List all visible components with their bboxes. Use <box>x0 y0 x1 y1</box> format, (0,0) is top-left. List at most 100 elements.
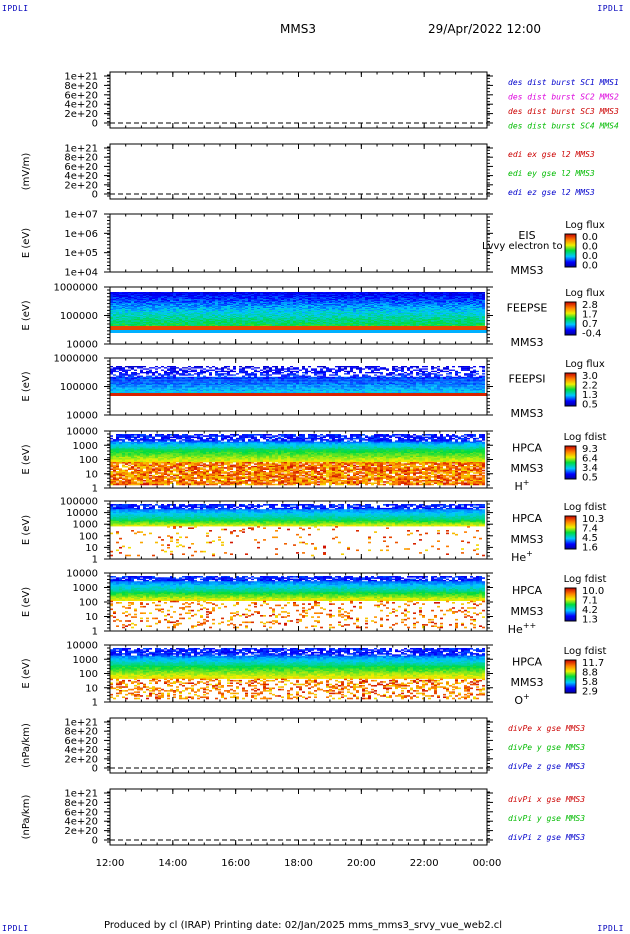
spectrogram-cell <box>263 367 266 368</box>
spectrogram-cell <box>248 366 251 367</box>
spectrogram-cell <box>446 368 449 369</box>
spectrogram-cell <box>305 370 308 371</box>
spectrogram-cell <box>377 370 380 371</box>
spectrogram-cell <box>191 370 194 371</box>
spectrogram-cell <box>395 366 398 367</box>
spectrogram-cell <box>317 366 320 367</box>
colorbar-value: -0.4 <box>582 329 602 340</box>
spectrogram-cell <box>221 370 224 371</box>
spectrogram-cell <box>122 370 125 371</box>
spectrogram-cell <box>356 367 359 368</box>
spectrogram-cell <box>335 370 338 371</box>
spectrogram-cell <box>302 367 305 368</box>
spectrogram-cell <box>338 366 341 367</box>
y-tick-label: 6e+20 <box>64 90 98 101</box>
spacecraft-label: MMS3 <box>511 264 544 277</box>
y-tick-label: 1e+07 <box>64 210 98 221</box>
spectrogram-cell <box>392 370 395 371</box>
spectrogram-cell <box>251 368 254 369</box>
spectrogram-cell <box>173 366 176 367</box>
spectrogram-cell <box>467 366 470 367</box>
spectrogram-cell <box>287 368 290 369</box>
spectrogram-cell <box>215 367 218 368</box>
spectrogram-cell <box>266 372 269 373</box>
spectrogram-cell <box>419 370 422 371</box>
spectrogram-cell <box>164 367 167 368</box>
spectrogram-cell <box>341 366 344 367</box>
spectrogram-cell <box>368 366 371 367</box>
spectrogram-cell <box>452 370 455 371</box>
spectrogram-cell <box>431 371 434 372</box>
spectrogram-cell <box>275 371 278 372</box>
spectrogram-cell <box>281 368 284 369</box>
spectrogram-cell <box>383 367 386 368</box>
legend-entry: des dist burst SC4 MMS4 <box>508 122 619 131</box>
spectrogram-cell <box>425 371 428 372</box>
spectrogram-cell <box>113 371 116 372</box>
spectrogram-cell <box>188 371 191 372</box>
spectrogram-cell <box>314 368 317 369</box>
spectrogram-cell <box>416 367 419 368</box>
spectrogram-cell <box>203 368 206 369</box>
spectrogram-cell <box>113 367 116 368</box>
spectrogram-cell <box>392 368 395 369</box>
spectrogram-cell <box>227 371 230 372</box>
colorbar-value: 0.0 <box>582 261 598 272</box>
spectrogram-cell <box>263 372 266 373</box>
spectrogram-cell <box>143 368 146 369</box>
spectrogram-cell <box>230 370 233 371</box>
spectrogram-cell <box>326 370 329 371</box>
spectrogram-cell <box>413 370 416 371</box>
colorbar-title: Log flux <box>565 220 605 231</box>
legend-entry: edi ex gse l2 MMS3 <box>508 150 595 159</box>
spectrogram-cell <box>425 368 428 369</box>
spectrogram-cell <box>146 372 149 373</box>
legend-entry: edi ez gse l2 MMS3 <box>508 188 595 197</box>
spectrogram-cell <box>350 371 353 372</box>
spectrogram-cell <box>419 371 422 372</box>
spectrogram-cell <box>275 368 278 369</box>
spectrogram-cell <box>152 367 155 368</box>
y-tick-label: 2e+20 <box>64 109 98 120</box>
spectrogram-cell <box>326 371 329 372</box>
spectrogram-cell <box>395 371 398 372</box>
spectrogram-cell <box>377 366 380 367</box>
spectrogram-cell <box>353 366 356 367</box>
spectrogram-cell <box>200 371 203 372</box>
spectrogram-cell <box>245 371 248 372</box>
spectrogram-cell <box>461 370 464 371</box>
spectrogram-cell <box>182 371 185 372</box>
spectrogram-cell <box>116 371 119 372</box>
y-axis-label: E (eV) <box>21 300 32 330</box>
spectrogram-cell <box>206 371 209 372</box>
spectrogram-cell <box>293 371 296 372</box>
spectrogram-cell <box>449 370 452 371</box>
spectrogram-cell <box>410 371 413 372</box>
spectrogram-cell <box>401 370 404 371</box>
spectrogram-cell <box>182 370 185 371</box>
spectrogram-cell <box>233 371 236 372</box>
spectrogram-cell <box>215 372 218 373</box>
spectrogram-cell <box>224 367 227 368</box>
spectrogram-cell <box>344 371 347 372</box>
spectrogram-cell <box>128 366 131 367</box>
spectrogram-cell <box>278 371 281 372</box>
spectrogram-cell <box>455 371 458 372</box>
legend-entry: des dist burst SC2 MMS2 <box>508 93 619 102</box>
spectrogram-cell <box>134 372 137 373</box>
spectrogram-cell <box>179 368 182 369</box>
spectrogram-cell <box>314 370 317 371</box>
spectrogram-cell <box>140 371 143 372</box>
spectrogram-cell <box>272 370 275 371</box>
spectrogram-cell <box>245 367 248 368</box>
spectrogram-cell <box>437 370 440 371</box>
spectrogram-cell <box>149 367 152 368</box>
y-tick-label: 1e+04 <box>64 268 98 279</box>
panel-2: 02e+204e+206e+208e+201e+21(mV/m) edi ex g… <box>21 144 595 201</box>
colorbar <box>565 234 576 267</box>
y-tick-label: 1e+05 <box>64 248 98 259</box>
spectrogram-cell <box>239 371 242 372</box>
spectrogram-cell <box>266 370 269 371</box>
spectrogram-cell <box>275 370 278 371</box>
